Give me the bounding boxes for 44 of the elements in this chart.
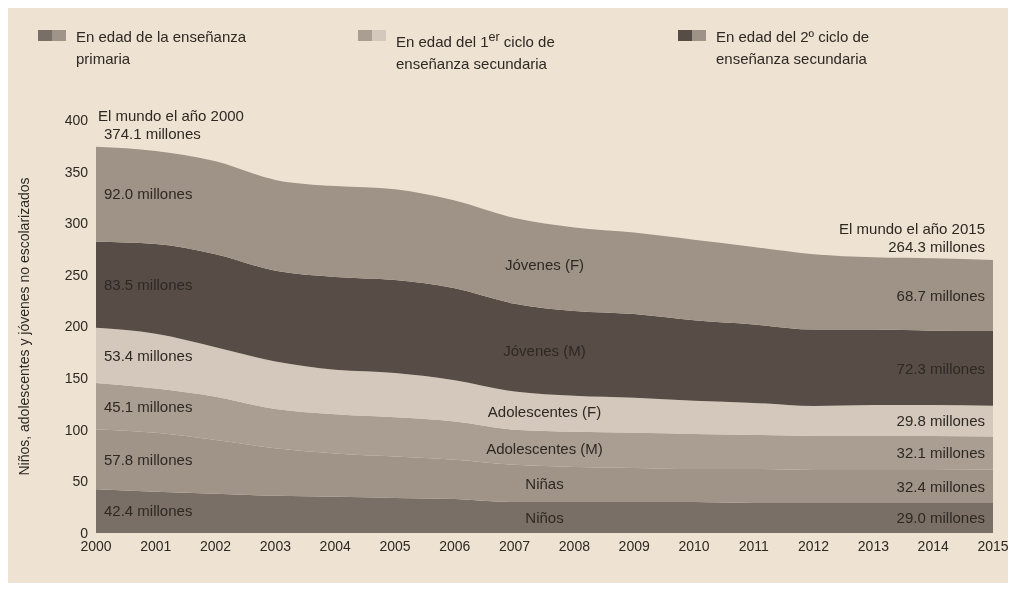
y-tick-label: 250 — [64, 266, 89, 283]
series-label: Niñas — [525, 475, 564, 493]
y-tick-label: 400 — [64, 111, 89, 128]
y-tick-label: 200 — [64, 318, 89, 335]
data-label: 32.4 millones — [896, 477, 985, 495]
data-label: 68.7 millones — [896, 286, 985, 304]
x-tick-label: 2011 — [738, 537, 770, 554]
text: En edad del 2º ciclo de enseñanza secundaria — [716, 27, 871, 69]
x-tick-label: 2013 — [857, 537, 890, 554]
x-tick-label: 2012 — [798, 537, 830, 554]
x-tick-label: 2009 — [618, 537, 650, 554]
text: En edad de la enseñanza primaria — [76, 27, 248, 69]
x-tick-label: 2005 — [379, 537, 411, 554]
x-tick-label: 2010 — [678, 537, 710, 554]
series-label: Jóvenes (F) — [504, 256, 585, 274]
x-tick-label: 2003 — [259, 537, 292, 554]
text: En edad del 1$^{er}$ ciclo de enseñanza secundaria — [396, 29, 556, 74]
y-tick-label: 350 — [64, 163, 89, 180]
y-tick-label: 150 — [64, 370, 89, 387]
x-tick-label: 2004 — [319, 537, 351, 554]
x-tick-label: 2008 — [558, 537, 591, 554]
y-tick-label: 300 — [64, 215, 89, 232]
annotation: El mundo el año 2015 264.3 millones — [839, 220, 985, 256]
series-label: Niños — [525, 508, 564, 526]
data-label: 92.0 millones — [104, 185, 193, 203]
x-tick-label: 2002 — [200, 537, 232, 554]
data-label: 32.1 millones — [896, 444, 985, 462]
data-label: 29.0 millones — [896, 509, 985, 527]
y-tick-label: 50 — [72, 473, 89, 490]
data-label: 45.1 millones — [104, 397, 193, 415]
data-label: 57.8 millones — [104, 450, 193, 468]
x-tick-label: 2014 — [917, 537, 949, 554]
x-tick-label: 2001 — [140, 537, 172, 554]
data-label: 29.8 millones — [896, 412, 985, 430]
y-tick-label: 100 — [64, 421, 89, 438]
x-tick-label: 2007 — [499, 537, 531, 554]
x-tick-label: 2015 — [977, 537, 1009, 554]
y-axis-title: Niños, adolescentes y jóvenes no escolarizados — [15, 177, 32, 476]
series-label: Adolescentes (M) — [486, 439, 603, 457]
series-label: Adolescentes (F) — [487, 403, 602, 421]
x-tick-label: 2006 — [439, 537, 471, 554]
data-label: 53.4 millones — [104, 346, 193, 364]
data-label: 42.4 millones — [104, 502, 193, 520]
annotation: El mundo el año 2000 374.1 millones — [98, 106, 244, 142]
